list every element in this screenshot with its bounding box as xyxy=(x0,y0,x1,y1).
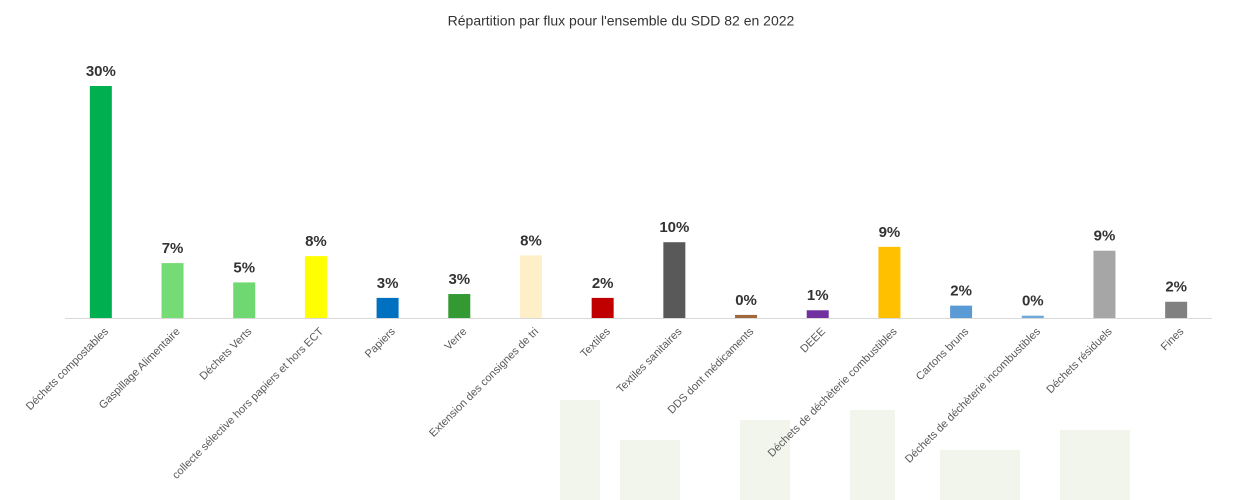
x-tick-label: Déchets résiduels xyxy=(1044,325,1115,396)
data-label: 0% xyxy=(735,292,757,309)
data-label: 1% xyxy=(807,287,829,304)
data-label: 3% xyxy=(377,275,399,292)
bar xyxy=(878,246,901,318)
bar xyxy=(304,256,327,318)
x-tick-label: Cartons bruns xyxy=(914,325,972,383)
data-label: 9% xyxy=(1094,228,1116,245)
data-label: 5% xyxy=(233,259,255,276)
bar xyxy=(161,263,184,318)
x-tick-label: Papiers xyxy=(363,325,398,360)
data-label: 2% xyxy=(1165,279,1187,296)
data-label: 7% xyxy=(162,240,184,257)
bar xyxy=(519,255,542,318)
x-tick-label: Déchets compostables xyxy=(24,325,112,413)
bar xyxy=(806,310,829,318)
data-label: 10% xyxy=(659,219,689,236)
bar xyxy=(591,297,614,318)
bar xyxy=(448,294,471,318)
data-label: 2% xyxy=(592,275,614,292)
bar xyxy=(1093,250,1116,318)
bar xyxy=(376,297,399,318)
x-tick-label: Fines xyxy=(1159,325,1187,353)
chart-title: Répartition par flux pour l'ensemble du … xyxy=(448,13,795,29)
bar xyxy=(233,282,256,318)
x-tick-label: Déchets de déchèterie incombustibles xyxy=(903,325,1043,465)
bar xyxy=(950,305,973,318)
x-tick-label: Textiles xyxy=(578,325,613,360)
data-label: 2% xyxy=(950,283,972,300)
bar xyxy=(89,86,112,318)
x-tick-label: Déchets Verts xyxy=(197,325,254,382)
data-label: 30% xyxy=(86,63,116,80)
data-label: 8% xyxy=(305,233,327,250)
x-tick-label: collecte sélective hors papiers et hors … xyxy=(170,325,326,481)
bar xyxy=(735,314,758,318)
x-tick-label: Gaspillage Alimentaire xyxy=(97,326,183,412)
background-illustration xyxy=(560,400,1130,500)
x-tick-label: Verre xyxy=(442,326,469,353)
bar xyxy=(1021,315,1044,318)
x-tick-label: Textiles sanitaires xyxy=(615,325,685,395)
data-label: 0% xyxy=(1022,293,1044,310)
bar xyxy=(1165,301,1188,318)
x-tick-label: DEEE xyxy=(798,326,828,356)
data-label: 9% xyxy=(879,224,901,241)
bar xyxy=(663,242,686,318)
data-label: 8% xyxy=(520,232,542,249)
data-label: 3% xyxy=(448,271,470,288)
